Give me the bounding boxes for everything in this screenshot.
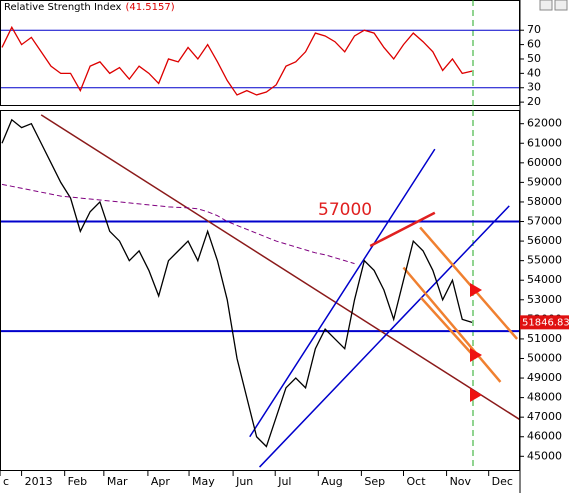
y-tick-label: 49000 [527,371,562,384]
x-tick-label: Jul [277,475,291,488]
button[interactable] [554,0,568,11]
arrow-marker [470,348,482,362]
arrow-marker [470,283,482,297]
x-tick-label: Dec [492,475,513,488]
annotation: 57000 [318,200,372,220]
trend-line [419,226,519,340]
price-label: 51846.83 [522,317,569,328]
x-tick-label: Jun [235,475,253,488]
series-line [1,25,473,96]
x-tick-label: c [3,475,9,488]
x-tick-label: Mar [107,475,128,488]
y-tick-label: 54000 [527,273,562,286]
chart-title: Relative Strength Index (41.5157) [4,2,175,13]
y-tick-label: 50 [527,52,541,65]
y-tick-label: 60000 [527,156,562,169]
title-value: (41.5157) [125,2,174,13]
x-tick-label: May [192,475,215,488]
y-tick-label: 62000 [527,117,562,130]
y-tick-label: 70 [527,23,541,36]
y-tick-label: 58000 [527,195,562,208]
title-text: Relative Strength Index [4,2,122,13]
y-tick-label: 40 [527,66,541,79]
button[interactable] [539,0,553,11]
trend-line [40,114,519,420]
arrow-marker [470,388,482,402]
series-line [1,183,355,265]
y-tick-label: 59000 [527,175,562,188]
x-tick-label: Sep [364,475,385,488]
trend-line [369,211,436,248]
y-tick-label: 53000 [527,293,562,306]
y-tick-label: 46000 [527,430,562,443]
y-tick-label: 61000 [527,136,562,149]
x-tick-label: Nov [450,475,472,488]
y-tick-label: 56000 [527,234,562,247]
y-tick-label: 51000 [527,332,562,345]
panel [1,114,519,468]
x-tick-label: Feb [68,475,87,488]
y-tick-label: 30 [527,81,541,94]
trend-line [402,266,502,383]
panel [1,25,519,96]
price-label-box [520,315,569,330]
y-tick-label: 47000 [527,410,562,423]
y-tick-label: 20 [527,95,541,108]
trend-line [249,148,436,438]
y-tick-label: 45000 [527,449,562,462]
y-tick-label: 60 [527,38,541,51]
series-line [1,118,473,448]
x-tick-label: 2013 [25,475,53,488]
x-tick-label: Oct [406,475,426,488]
x-tick-label: Aug [321,475,342,488]
y-tick-label: 55000 [527,254,562,267]
y-tick-label: 57000 [527,215,562,228]
y-tick-label: 48000 [527,391,562,404]
trend-line [258,205,510,468]
y-tick-label: 50000 [527,351,562,364]
x-tick-label: Apr [151,475,171,488]
trend-line [420,296,477,360]
